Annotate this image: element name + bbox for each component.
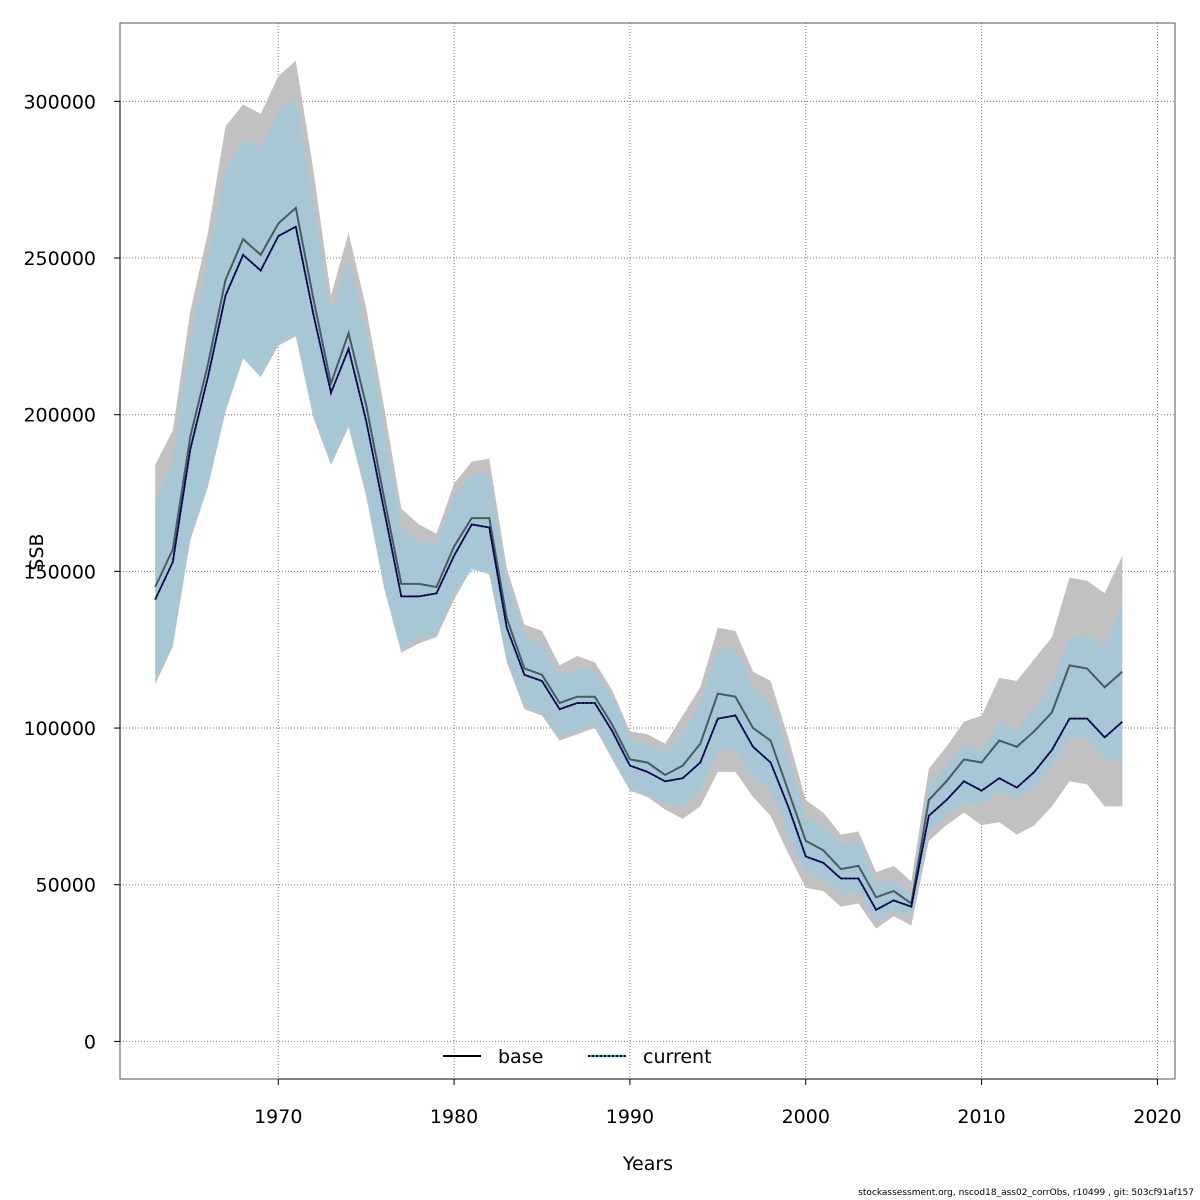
x-tick-label: 1990 <box>606 1106 654 1128</box>
base-confidence-band <box>155 60 1123 929</box>
x-tick-label: 1980 <box>430 1106 478 1128</box>
y-tick-label: 0 <box>84 1031 96 1053</box>
x-tick-label: 2010 <box>957 1106 1005 1128</box>
y-tick-label: 150000 <box>23 561 96 583</box>
y-tick-label: 250000 <box>23 248 96 270</box>
y-tick-label: 100000 <box>23 718 96 740</box>
legend-base-label: base <box>498 1046 543 1068</box>
series-lines <box>154 205 1123 912</box>
current-line-dots <box>154 225 1123 911</box>
y-axis-label: SSB <box>26 533 48 570</box>
x-axis-label: Years <box>622 1153 673 1175</box>
legend-current-label: current <box>643 1046 712 1068</box>
grid <box>120 23 1175 1079</box>
footer-caption: stockassessment.org, nscod18_ass02_corrO… <box>858 1188 1194 1198</box>
legend: base current <box>443 1046 712 1068</box>
axes: 1970 1980 1990 2000 2010 2020 0 50000 100000 1500… <box>23 91 1181 1128</box>
x-tick-label: 1970 <box>254 1106 302 1128</box>
current-confidence-band <box>155 98 1123 920</box>
confidence-bands <box>155 60 1123 929</box>
y-tick-label: 200000 <box>23 405 96 427</box>
current-line <box>154 225 1123 912</box>
y-tick-label: 50000 <box>36 875 96 897</box>
x-tick-label: 2000 <box>782 1106 830 1128</box>
x-tick-label: 2020 <box>1133 1106 1181 1128</box>
y-tick-label: 300000 <box>23 91 96 113</box>
base-line <box>154 205 1123 906</box>
